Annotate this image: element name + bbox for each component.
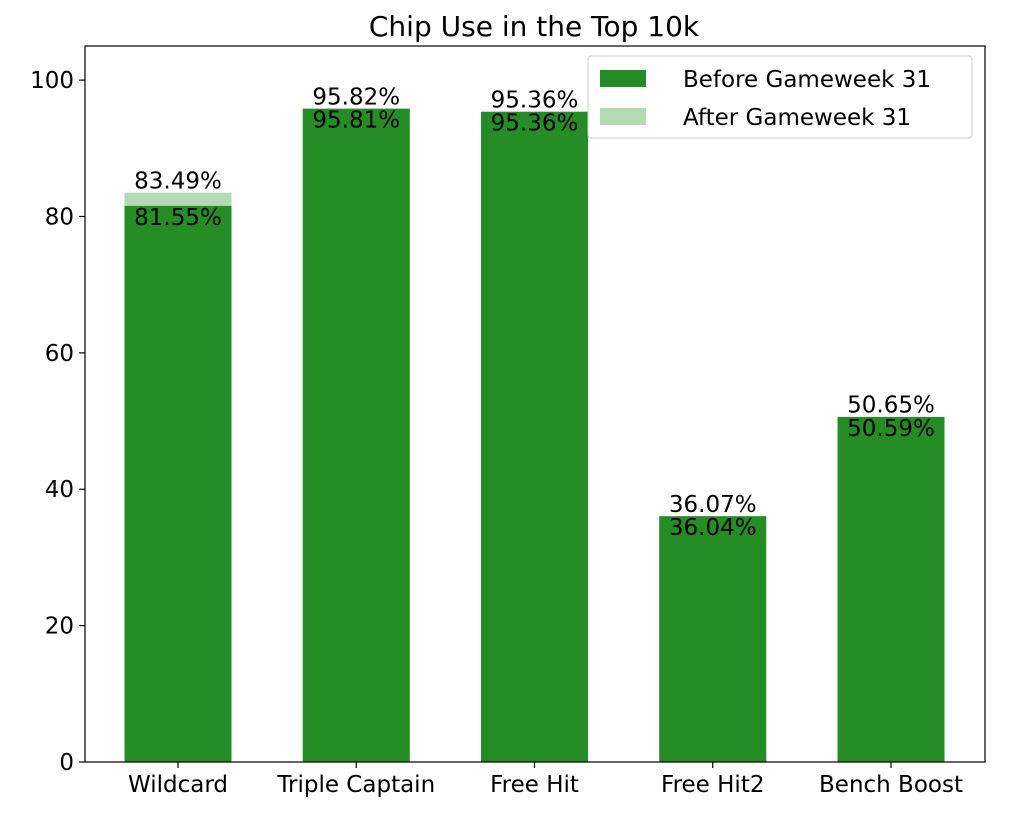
axes-layer: Wildcard Triple Captain Free Hit Free Hit2 B… <box>30 45 986 798</box>
bar-before-4 <box>837 417 945 762</box>
x-tick-label-2: Free Hit <box>490 772 579 798</box>
data-labels-layer: 83.49% 81.55% 95.82%95.81% 95.36%95.36% 36.0… <box>134 85 935 542</box>
x-tick-label-0: Wildcard <box>128 772 228 798</box>
bar-before-1 <box>302 108 410 762</box>
x-tick-label-1: Triple Captain <box>276 772 435 798</box>
plot-frame <box>84 45 986 763</box>
data-label-before-4: 50.59% <box>847 416 935 442</box>
data-label-before-3: 36.04% <box>669 515 757 541</box>
x-tick-label-3: Free Hit2 <box>661 772 764 798</box>
data-label-before-2: 95.36% <box>491 111 579 137</box>
chart-title: Chip Use in the Top 10k <box>369 10 700 43</box>
legend-box <box>587 55 973 139</box>
data-label-before-1: 95.81% <box>312 108 400 134</box>
legend-label-1: After Gameweek 31 <box>683 105 911 131</box>
legend-swatch-1 <box>600 108 646 125</box>
data-label-after-2: 95.36% <box>491 88 579 114</box>
y-tick-label-0: 0 <box>59 750 74 776</box>
x-tick-label-4: Bench Boost <box>819 772 963 798</box>
data-label-after-0: 83.49% <box>134 169 222 195</box>
data-label-after-1: 95.82% <box>312 85 400 111</box>
bar-before-2 <box>481 111 588 763</box>
data-label-after-4: 50.65% <box>847 393 935 419</box>
y-tick-label-2: 40 <box>45 477 74 503</box>
bars-layer <box>124 108 945 763</box>
bar-before-0 <box>124 205 232 762</box>
legend-label-0: Before Gameweek 31 <box>683 67 931 93</box>
y-tick-label-5: 100 <box>30 68 74 94</box>
y-tick-label-4: 80 <box>45 204 74 230</box>
y-tick-label-1: 20 <box>45 614 74 640</box>
y-tick-label-3: 60 <box>45 341 74 367</box>
legend: Before Gameweek 31 After Gameweek 31 <box>587 55 973 139</box>
bar-before-3 <box>659 516 767 762</box>
data-label-after-3: 36.07% <box>669 492 757 518</box>
data-label-before-0: 81.55% <box>134 205 222 231</box>
legend-swatch-0 <box>600 70 646 87</box>
